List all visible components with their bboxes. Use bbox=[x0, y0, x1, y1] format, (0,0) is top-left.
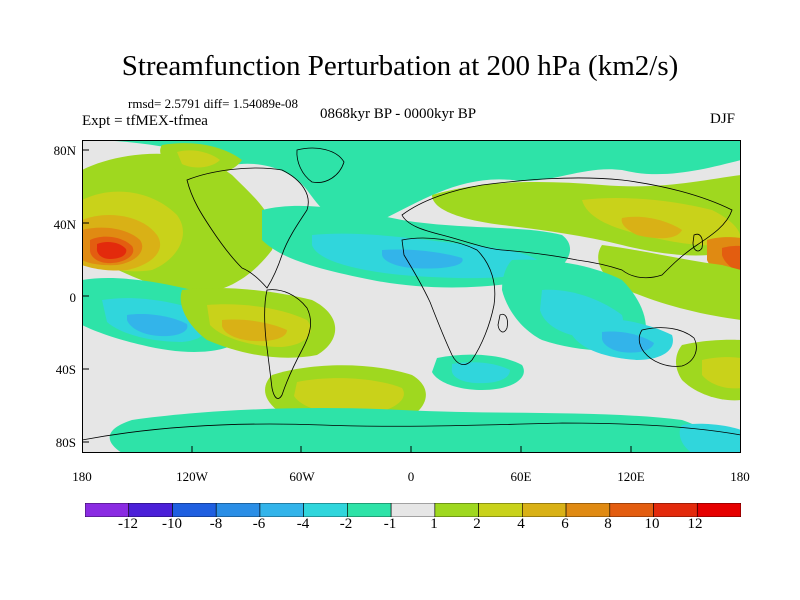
field-spac-neg-right bbox=[679, 423, 741, 453]
legend-label-m10: -10 bbox=[162, 516, 182, 532]
legend-label-p6: 6 bbox=[561, 516, 569, 532]
legend-label-m4: -4 bbox=[296, 516, 310, 532]
legend-label-p12: 12 bbox=[687, 516, 703, 532]
legend-label-m6: -6 bbox=[252, 516, 266, 532]
chart-title: Streamfunction Perturbation at 200 hPa (… bbox=[121, 50, 679, 82]
coast-greenland bbox=[296, 147, 345, 183]
legend-swatch-6 bbox=[347, 503, 392, 517]
field-eurasia-pos3 bbox=[621, 216, 682, 239]
coast-africa bbox=[401, 237, 496, 365]
period-text: 0868kyr BP - 0000kyr BP bbox=[320, 106, 477, 122]
coast-japan bbox=[692, 233, 703, 252]
legend-swatch-4 bbox=[259, 503, 304, 517]
experiment-text: Expt = tfMEX-tfmea bbox=[82, 113, 208, 129]
legend-swatch-2 bbox=[172, 503, 217, 517]
coast-europe-asia bbox=[401, 177, 733, 279]
legend-label-p8: 8 bbox=[604, 516, 612, 532]
legend-label-m8: -8 bbox=[209, 516, 223, 532]
coastlines bbox=[82, 147, 741, 441]
legend-label-m2: -2 bbox=[339, 516, 353, 532]
lon-label-180e: 180 bbox=[730, 469, 750, 484]
coast-south-america bbox=[264, 289, 312, 399]
field-npacific-core2 bbox=[96, 241, 127, 259]
field-spac-pos2 bbox=[702, 357, 741, 389]
legend-label-m1: -1 bbox=[383, 516, 397, 532]
field-satl-pos2 bbox=[294, 378, 404, 416]
legend-swatch-8 bbox=[434, 503, 479, 517]
legend-swatch-14 bbox=[696, 503, 741, 517]
field-samerica-pos3 bbox=[222, 319, 287, 342]
field-epac-neg3 bbox=[127, 314, 188, 337]
lon-label-0: 0 bbox=[407, 469, 415, 484]
field-trop-asia-pos bbox=[598, 245, 741, 320]
field-sio-neg2 bbox=[451, 362, 510, 384]
lat-label-40n: 40N bbox=[53, 217, 76, 232]
season-text: DJF bbox=[710, 111, 736, 127]
lon-label-60e: 60E bbox=[510, 469, 532, 484]
legend-swatch-9 bbox=[478, 503, 523, 517]
coast-north-america bbox=[186, 167, 309, 289]
coast-antarctica bbox=[82, 422, 741, 441]
lon-label-120w: 120W bbox=[176, 469, 208, 484]
lon-label-180w: 180 bbox=[72, 469, 92, 484]
lat-label-80n: 80N bbox=[53, 143, 76, 158]
field-spac-neg bbox=[109, 408, 713, 453]
streamfunction-map bbox=[82, 140, 741, 453]
legend-swatch-5 bbox=[303, 503, 348, 517]
lon-label-60w: 60W bbox=[289, 469, 315, 484]
legend-label-p4: 4 bbox=[517, 516, 525, 532]
field-westpac-core2 bbox=[722, 245, 741, 272]
color-legend bbox=[85, 503, 741, 517]
field-natl-neg3 bbox=[382, 249, 463, 269]
legend-swatch-13 bbox=[653, 503, 698, 517]
legend-swatch-10 bbox=[522, 503, 567, 517]
field-greenland-pos2 bbox=[177, 150, 220, 168]
stats-text: rmsd= 2.5791 diff= 1.54089e-08 bbox=[128, 96, 299, 111]
coast-madagascar bbox=[497, 313, 508, 333]
lon-label-120e: 120E bbox=[617, 469, 645, 484]
legend-swatch-7 bbox=[390, 503, 436, 517]
axis-ticks bbox=[82, 149, 741, 453]
legend-swatch-11 bbox=[565, 503, 611, 517]
legend-swatch-1 bbox=[128, 503, 173, 517]
legend-label-p1: 1 bbox=[430, 516, 438, 532]
legend-swatch-0 bbox=[85, 503, 130, 517]
legend-label-m12: -12 bbox=[118, 516, 138, 532]
field-arctic-neg bbox=[82, 140, 741, 227]
coast-australia bbox=[638, 327, 697, 367]
lat-label-40s: 40S bbox=[55, 362, 76, 377]
lat-label-0: 0 bbox=[69, 290, 77, 305]
legend-label-p10: 10 bbox=[644, 516, 660, 532]
legend-swatch-3 bbox=[215, 503, 261, 517]
legend-label-p2: 2 bbox=[473, 516, 481, 532]
legend-swatch-12 bbox=[609, 503, 654, 517]
lat-label-80s: 80S bbox=[55, 435, 76, 450]
